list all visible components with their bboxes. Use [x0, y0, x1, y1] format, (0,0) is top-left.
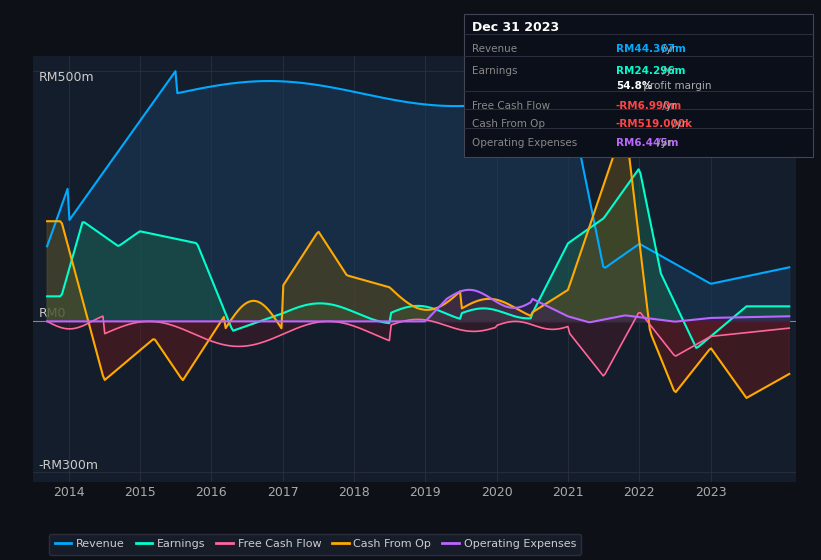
Text: 54.8%: 54.8%: [616, 81, 652, 91]
Text: /yr: /yr: [668, 119, 686, 129]
Text: Dec 31 2023: Dec 31 2023: [472, 21, 559, 34]
Text: -RM6.990m: -RM6.990m: [616, 101, 682, 111]
Text: -RM519.000k: -RM519.000k: [616, 119, 693, 129]
Text: /yr: /yr: [659, 101, 677, 111]
Text: Operating Expenses: Operating Expenses: [472, 138, 577, 148]
Text: RM24.296m: RM24.296m: [616, 66, 686, 76]
Text: /yr: /yr: [659, 44, 677, 54]
Text: RM44.367m: RM44.367m: [616, 44, 686, 54]
Legend: Revenue, Earnings, Free Cash Flow, Cash From Op, Operating Expenses: Revenue, Earnings, Free Cash Flow, Cash …: [49, 534, 581, 555]
Text: RM0: RM0: [39, 307, 66, 320]
Text: Cash From Op: Cash From Op: [472, 119, 545, 129]
Text: Free Cash Flow: Free Cash Flow: [472, 101, 550, 111]
Text: -RM300m: -RM300m: [39, 459, 99, 472]
Text: RM500m: RM500m: [39, 71, 94, 84]
Text: Revenue: Revenue: [472, 44, 517, 54]
Text: profit margin: profit margin: [640, 81, 711, 91]
Text: /yr: /yr: [659, 66, 677, 76]
Text: /yr: /yr: [654, 138, 672, 148]
Text: Earnings: Earnings: [472, 66, 517, 76]
Text: RM6.445m: RM6.445m: [616, 138, 678, 148]
